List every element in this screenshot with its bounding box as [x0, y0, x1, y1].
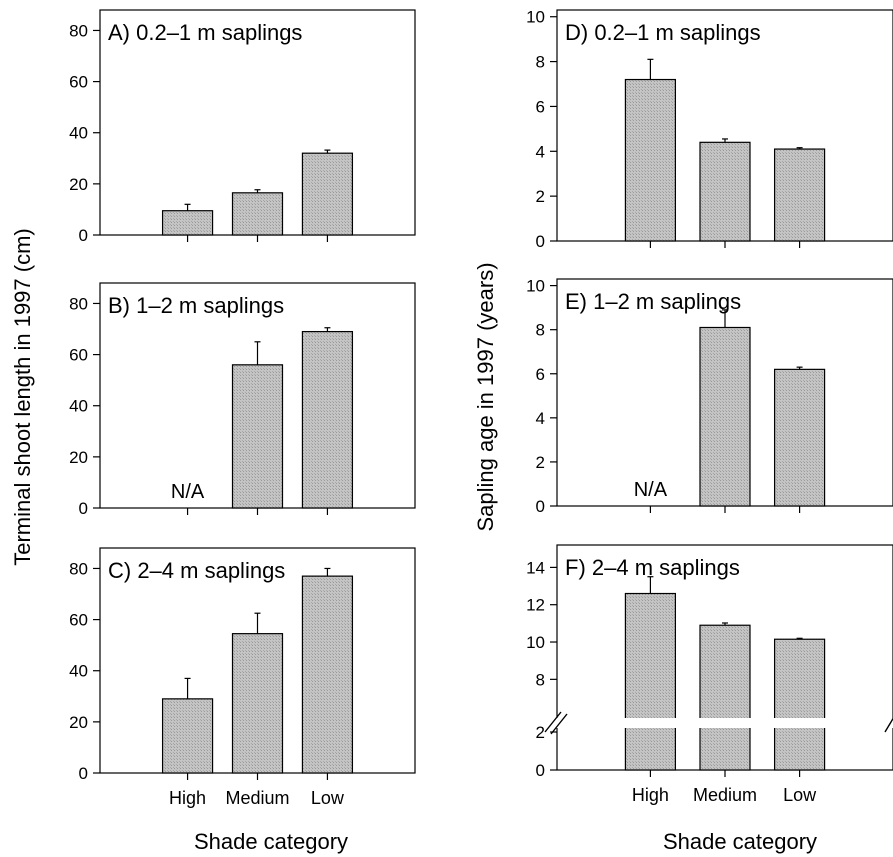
y-tick-label: 4: [536, 409, 545, 428]
panel-title: B) 1–2 m saplings: [108, 293, 284, 318]
y-tick-label: 0: [536, 232, 545, 251]
bar-low: [773, 148, 826, 242]
y-tick-label: 10: [526, 633, 545, 652]
panel-title: E) 1–2 m saplings: [565, 289, 741, 314]
y-tick-label: 0: [536, 761, 545, 780]
right-x-axis-title: Shade category: [663, 829, 817, 854]
y-tick-label: 6: [536, 365, 545, 384]
left-y-axis-title: Terminal shoot length in 1997 (cm): [10, 228, 35, 566]
y-tick-label: 2: [536, 723, 545, 742]
panel-title: F) 2–4 m saplings: [565, 555, 740, 580]
right-y-axis-title: Sapling age in 1997 (years): [473, 262, 498, 531]
y-tick-label: 40: [69, 662, 88, 681]
bar-low: [301, 152, 354, 236]
chart-panel-4: 0 2 4 6 8 10 D) 0.2–1 m saplings: [526, 8, 893, 251]
bar-high: [161, 698, 214, 774]
y-tick-label: 0: [79, 226, 88, 245]
y-tick-label: 2: [536, 453, 545, 472]
chart-panel-5: 0 2 4 6 8 10 N/A E) 1–2 m saplings: [526, 277, 893, 516]
y-tick-label: 10: [526, 277, 545, 296]
y-tick-label: 8: [536, 53, 545, 72]
y-tick-label: 0: [79, 764, 88, 783]
y-tick-label: 0: [536, 497, 545, 516]
chart-panel-3: 0 20 40 60 80 C) 2–4 m saplings High Medium Low: [69, 547, 416, 808]
bar-medium: [231, 192, 284, 236]
x-category-label: Medium: [225, 788, 289, 808]
bar-low: [773, 638, 826, 771]
x-category-label: Low: [311, 788, 345, 808]
y-tick-label: 0: [79, 499, 88, 518]
y-tick-label: 14: [526, 558, 545, 577]
y-tick-label: 60: [69, 611, 88, 630]
bar-medium: [231, 364, 284, 509]
x-category-label: Low: [783, 785, 817, 805]
panel-title: C) 2–4 m saplings: [108, 558, 285, 583]
y-tick-label: 6: [536, 97, 545, 116]
bar-high: [624, 78, 677, 242]
y-tick-label: 20: [69, 713, 88, 732]
bar-medium: [231, 633, 284, 774]
left-x-axis-title: Shade category: [194, 829, 348, 854]
y-tick-label: 60: [69, 73, 88, 92]
chart-panel-1: 0 20 40 60 80 A) 0.2–1 m saplings: [69, 9, 416, 245]
y-tick-label: 20: [69, 175, 88, 194]
x-category-label: High: [169, 788, 206, 808]
y-tick-label: 40: [69, 124, 88, 143]
bar-low: [773, 368, 826, 507]
y-tick-label: 80: [69, 559, 88, 578]
na-annotation: N/A: [171, 481, 205, 503]
panel-title: D) 0.2–1 m saplings: [565, 20, 761, 45]
bar-low: [301, 575, 354, 774]
y-tick-label: 10: [526, 8, 545, 27]
y-tick-label: 60: [69, 346, 88, 365]
bar-medium: [699, 326, 751, 507]
na-annotation: N/A: [634, 479, 668, 501]
panel-title: A) 0.2–1 m saplings: [108, 20, 302, 45]
axis-break-mark: [884, 717, 893, 733]
axis-break-mark: [544, 711, 562, 733]
bar-high: [624, 592, 677, 771]
bar-low: [301, 330, 354, 509]
y-tick-label: 4: [536, 142, 545, 161]
axis-break-mark: [550, 713, 568, 735]
x-category-label: Medium: [693, 785, 757, 805]
y-tick-label: 2: [536, 187, 545, 206]
bar-high: [161, 210, 214, 236]
bar-medium: [699, 141, 751, 242]
axis-break-gap: [555, 718, 893, 728]
y-tick-label: 80: [69, 294, 88, 313]
y-tick-label: 12: [526, 596, 545, 615]
y-tick-label: 40: [69, 397, 88, 416]
chart-panel-6: 0 2 8 10 12 14 F) 2–4 m saplings High Medium Low: [526, 544, 893, 805]
y-tick-label: 8: [536, 321, 545, 340]
y-tick-label: 80: [69, 21, 88, 40]
chart-panel-2: 0 20 40 60 80 N/A B) 1–2 m saplings: [69, 282, 416, 518]
bar-medium: [699, 624, 751, 771]
x-category-label: High: [632, 785, 669, 805]
y-tick-label: 8: [536, 670, 545, 689]
y-tick-label: 20: [69, 448, 88, 467]
